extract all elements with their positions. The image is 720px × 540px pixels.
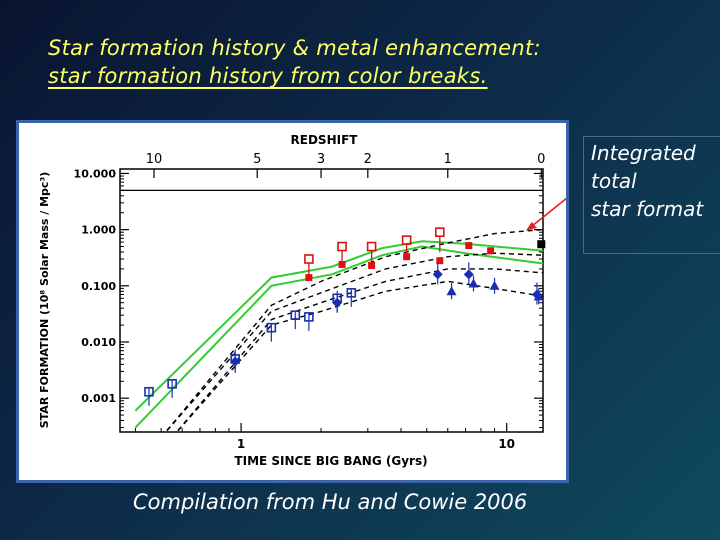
redshift-tick-label: 5 [253,152,261,167]
blue-filled-triangle-point [446,286,457,296]
slide-title: Star formation history & metal enhanceme… [48,34,608,90]
chart-title: REDSHIFT [291,133,359,147]
y-tick-label: 1.000 [81,224,116,237]
x-axis-label: TIME SINCE BIG BANG (Gyrs) [234,454,427,468]
blue-open-square-point [144,386,154,397]
blue-open-square-point [304,312,314,322]
annotation-line-2: total [591,169,637,193]
annotation-arrowhead [525,221,537,231]
model-curve-dashed [164,252,543,432]
blue-filled-triangle-point [489,280,500,290]
blue-filled-triangle-point [533,291,544,301]
red-filled-square-point [487,247,495,255]
black-filled-square-point [537,240,546,249]
annotation-line-3: star format [591,197,704,221]
star-formation-chart: REDSHIFT TIME SINCE BIG BANG (Gyrs) STAR… [19,123,587,480]
red-filled-square-point [368,261,376,269]
y-tick-label: 10.000 [74,167,117,180]
redshift-tick-label: 10 [146,152,163,167]
y-tick-label: 0.100 [81,280,116,293]
redshift-tick-label: 0 [537,152,545,167]
red-open-square-point [337,241,347,252]
redshift-tick-label: 2 [364,152,372,167]
blue-filled-diamond-point [432,269,443,280]
blue-filled-diamond-point [463,269,474,280]
red-open-square-point [304,254,314,264]
blue-filled-diamond-point [332,297,343,308]
y-tick-label: 0.010 [81,336,116,349]
model-curve-green [134,245,543,429]
blue-open-square-point [346,288,357,298]
red-open-square-point [366,241,377,252]
red-open-square-point [401,235,412,245]
figure-caption: Compilation from Hu and Cowie 2006 [133,490,528,514]
annotation-line-1: Integrated [591,141,696,165]
red-filled-square-point [338,260,346,268]
title-line-1: Star formation history & metal enhanceme… [48,36,541,60]
blue-filled-triangle-point [468,278,479,288]
blue-open-square-point [266,322,277,333]
redshift-tick-label: 1 [444,152,452,167]
red-filled-square-point [403,253,411,261]
blue-open-square-point [167,379,177,389]
x-tick-label: 1 [237,437,245,451]
redshift-tick-label: 3 [317,152,325,167]
model-curve-dashed [164,228,543,432]
x-tick-label: 10 [498,437,515,451]
red-filled-square-point [465,242,473,250]
model-curve-dashed [175,268,543,432]
title-line-2: star formation history from color breaks… [48,64,488,88]
red-filled-square-point [436,257,444,265]
plot-area [119,168,544,433]
figure-frame: REDSHIFT TIME SINCE BIG BANG (Gyrs) STAR… [16,120,587,483]
red-filled-square-point [305,274,313,282]
annotation-box: Integrated total star format [583,136,720,254]
blue-filled-diamond-point [230,356,241,367]
red-open-square-point [435,227,445,238]
y-axis-label: STAR FORMATION (10⁸ Solar Mass / Mpc³) [38,172,51,429]
y-tick-label: 0.001 [81,392,116,405]
blue-open-square-point [290,310,301,320]
